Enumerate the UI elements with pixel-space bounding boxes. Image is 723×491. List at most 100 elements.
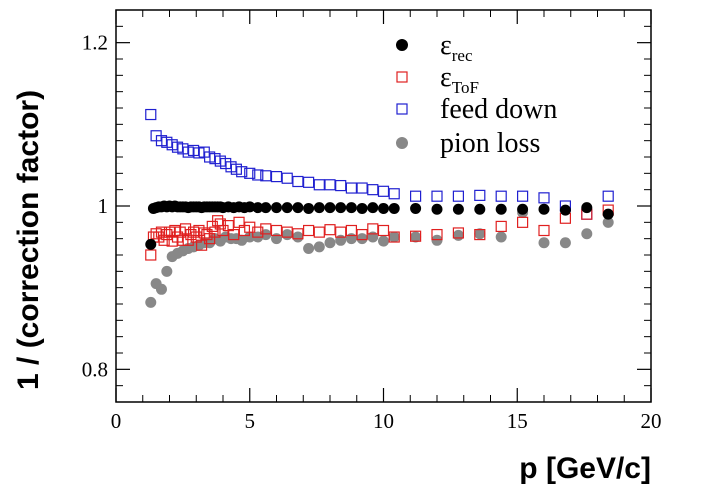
data-point [281,229,293,241]
data-point [431,234,443,246]
data-point [602,190,614,202]
legend-marker [396,39,408,51]
data-point [516,216,529,228]
data-point [161,265,173,277]
data-point [388,188,400,200]
data-point [559,237,571,249]
data-point [495,231,507,243]
data-point [260,223,272,235]
data-point [559,204,571,216]
x-tick-label: 15 [507,409,528,433]
data-point [495,220,507,233]
data-point [303,224,315,237]
data-point [145,108,157,121]
data-point [252,169,264,181]
data-point [345,182,357,194]
data-point [388,202,400,214]
data-point [271,233,282,245]
data-point [292,202,304,214]
data-point [260,229,272,241]
data-point [356,182,368,194]
x-tick-label: 20 [641,409,662,433]
x-tick-label: 0 [111,409,122,433]
data-point [196,239,208,251]
data-point [452,203,464,215]
data-point [431,190,443,202]
data-point [410,231,422,243]
data-point [155,283,167,295]
data-point [228,228,240,241]
data-point [244,201,256,213]
data-point [145,249,157,261]
x-tick-label: 5 [245,409,256,433]
legend-label: pion loss [440,128,540,159]
data-point [313,226,325,238]
data-point [410,190,422,202]
data-point [474,228,486,240]
x-tick-label: 10 [373,409,394,433]
data-point [367,202,379,214]
data-point [517,203,529,215]
data-point [260,170,272,182]
data-point [145,296,157,308]
data-point [581,202,593,214]
legend-label: feed down [440,94,557,125]
data-point [270,171,283,183]
x-axis-title: p [GeV/c] [519,452,651,485]
data-point [324,224,336,236]
data-point [270,224,283,237]
data-point [367,223,379,235]
data-point [313,241,325,253]
data-point [377,224,390,237]
data-point [335,202,347,214]
series--tof [145,204,614,261]
data-point [313,179,325,191]
data-point [538,192,550,204]
y-tick-label: 1.2 [82,31,108,55]
data-point [378,202,389,214]
data-point [431,203,443,215]
data-point [431,228,443,241]
data-point [292,231,304,243]
data-point [538,224,550,237]
y-axis-title: 1 / (correction factor) [12,90,45,390]
data-point [581,228,593,240]
data-point [244,167,256,179]
data-point [324,179,336,191]
data-point [367,184,379,196]
data-point [335,234,347,246]
y-tick-label: 1 [98,194,109,218]
data-point [602,208,614,220]
data-point [260,202,272,214]
data-point [452,229,464,241]
data-point [516,190,529,202]
data-point [388,231,400,243]
data-point [602,216,614,228]
legend-marker [396,103,408,115]
data-point [281,226,293,238]
y-tick-label: 0.8 [82,357,108,381]
data-point [474,189,486,201]
data-point [303,242,315,254]
data-point [410,230,422,242]
data-point [388,231,400,243]
data-point [345,202,357,214]
data-point [214,218,226,230]
legend-marker [396,137,408,149]
data-point [292,228,304,240]
data-point [345,233,357,245]
data-point [303,202,315,214]
series--rec [145,200,614,250]
data-point [281,172,293,184]
data-point [367,231,379,243]
data-point [452,190,464,202]
legend-label: εrec [440,30,473,65]
data-point [538,237,550,249]
data-series [145,108,614,308]
data-point [335,226,347,238]
data-point [356,228,368,241]
data-point [236,166,248,178]
data-point [313,202,325,214]
